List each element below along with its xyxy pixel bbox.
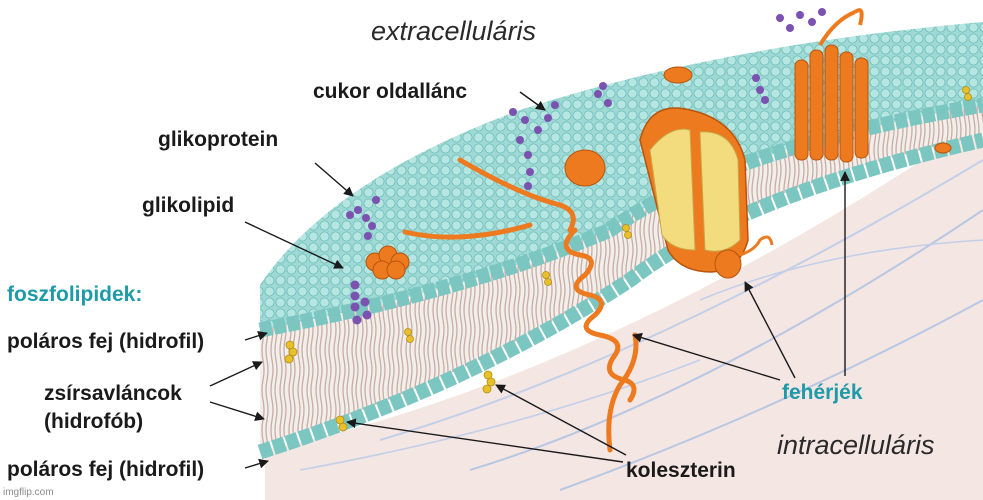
label-arrows	[209, 91, 850, 469]
channel-protein	[639, 107, 774, 279]
fatty-acid-chains-label: zsírsavláncok	[44, 382, 182, 405]
phospholipids-label: foszfolipidek:	[7, 283, 143, 306]
peripheral-protein-small	[663, 66, 693, 84]
glycoprotein-label: glikoprotein	[158, 128, 279, 151]
glycolipid-label: glikolipid	[142, 194, 235, 217]
peripheral-protein	[564, 149, 606, 187]
cholesterol-label: koleszterin	[626, 459, 736, 482]
polar-head-top-label: poláros fej (hidrofil)	[7, 330, 205, 353]
hydrophobic-label: (hidrofób)	[44, 410, 144, 433]
sugar-side-chain-label: cukor oldallánc	[313, 80, 468, 103]
helical-protein	[402, 157, 639, 453]
transmembrane-protein	[794, 8, 869, 163]
inner-head-row	[257, 132, 983, 460]
sugar-chains	[346, 8, 826, 325]
polar-head-bottom-label: poláros fej (hidrofil)	[7, 458, 205, 481]
intracellular-label: intracelluláris	[777, 430, 935, 460]
cholesterol-molecules	[284, 86, 972, 432]
membrane-hydrophobic-core	[260, 105, 983, 445]
protein-cluster	[365, 245, 410, 280]
cytoplasm	[265, 120, 983, 500]
watermark: imgflip.com	[3, 487, 54, 498]
extracellular-label: extracelluláris	[371, 16, 537, 46]
peripheral-protein-small	[934, 142, 952, 154]
proteins-label: fehérjék	[782, 381, 863, 404]
